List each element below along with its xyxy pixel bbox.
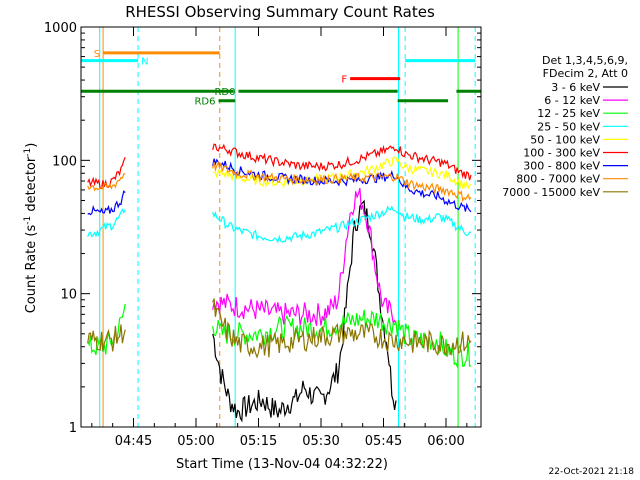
- series-7: [87, 160, 472, 203]
- series-line-2-seg-1: [212, 309, 472, 369]
- series-line-7-seg-0: [87, 173, 126, 192]
- series-line-7-seg-1: [212, 160, 472, 203]
- x-tick-label-0: 04:45: [115, 434, 152, 449]
- legend-label-3: 25 - 50 keV: [537, 120, 600, 133]
- series-line-5-seg-0: [87, 156, 126, 190]
- series-line-6-seg-0: [87, 190, 126, 216]
- legend-label-1: 6 - 12 keV: [544, 94, 600, 107]
- y-axis-label-end: ): [24, 143, 39, 148]
- legend-label-8: 7000 - 15000 keV: [502, 186, 600, 199]
- x-tick-label-4: 05:45: [365, 434, 402, 449]
- series-3: [87, 205, 471, 244]
- legend-header-line-1: Det 1,3,4,5,6,9,: [542, 54, 628, 67]
- x-tick-label-1: 05:00: [177, 434, 214, 449]
- y-axis-label-exp2: -1: [23, 148, 33, 157]
- series-8: [87, 298, 472, 359]
- series-line-8-seg-1: [212, 298, 472, 359]
- x-axis-label: Start Time (13-Nov-04 04:32:22): [176, 457, 388, 472]
- footer-timestamp: 22-Oct-2021 21:18: [549, 467, 635, 477]
- y-axis-label-exp1: -1: [23, 216, 33, 225]
- series-line-3-seg-1: [212, 205, 471, 244]
- status-label-3: F: [341, 75, 347, 86]
- legend-header-line-2: FDecim 2, Att 0: [543, 67, 628, 80]
- legend: Det 1,3,4,5,6,9, FDecim 2, Att 0 3 - 6 k…: [502, 54, 628, 199]
- y-tick-label-3: 1000: [44, 21, 77, 36]
- series-2: [87, 303, 472, 369]
- plot-frame: [80, 26, 482, 428]
- y-tick-label-2: 100: [52, 154, 77, 169]
- x-tick-label-2: 05:15: [240, 434, 277, 449]
- status-label-5: RD0: [214, 87, 235, 98]
- legend-label-6: 300 - 800 keV: [523, 160, 600, 173]
- series-6: [87, 158, 472, 216]
- y-tick-label-0: 1: [69, 421, 77, 436]
- y-axis-label: Count Rate (s-1 detector-1): [23, 143, 39, 314]
- status-label-7: RD6: [194, 97, 215, 108]
- legend-label-4: 50 - 100 keV: [530, 133, 600, 146]
- x-axis: 04:45 05:00 05:15 05:30 05:45 06:00: [91, 27, 468, 449]
- series-line-5-seg-1: [212, 143, 472, 181]
- series-line-6-seg-1: [212, 158, 472, 213]
- legend-label-2: 12 - 25 keV: [537, 107, 600, 120]
- series-1: [212, 187, 397, 326]
- chart-title: RHESSI Observing Summary Count Rates: [125, 3, 435, 21]
- y-axis-label-mid: detector: [24, 156, 39, 216]
- y-axis: 1 10 100 1000: [44, 21, 481, 436]
- series-line-1-seg-8: [212, 187, 397, 326]
- series-line-3-seg-0: [87, 208, 126, 238]
- status-label-0: S: [94, 49, 100, 60]
- x-tick-label-5: 06:00: [427, 434, 464, 449]
- x-tick-label-3: 05:30: [302, 434, 339, 449]
- series-line-2-seg-0: [87, 303, 126, 356]
- legend-label-0: 3 - 6 keV: [551, 81, 600, 94]
- status-label-1: N: [141, 57, 148, 68]
- y-tick-label-1: 10: [60, 288, 77, 303]
- legend-label-7: 800 - 7000 keV: [516, 173, 600, 186]
- legend-label-5: 100 - 300 keV: [523, 147, 600, 160]
- y-axis-label-main: Count Rate (s: [24, 225, 39, 314]
- series-line-8-seg-0: [87, 324, 126, 352]
